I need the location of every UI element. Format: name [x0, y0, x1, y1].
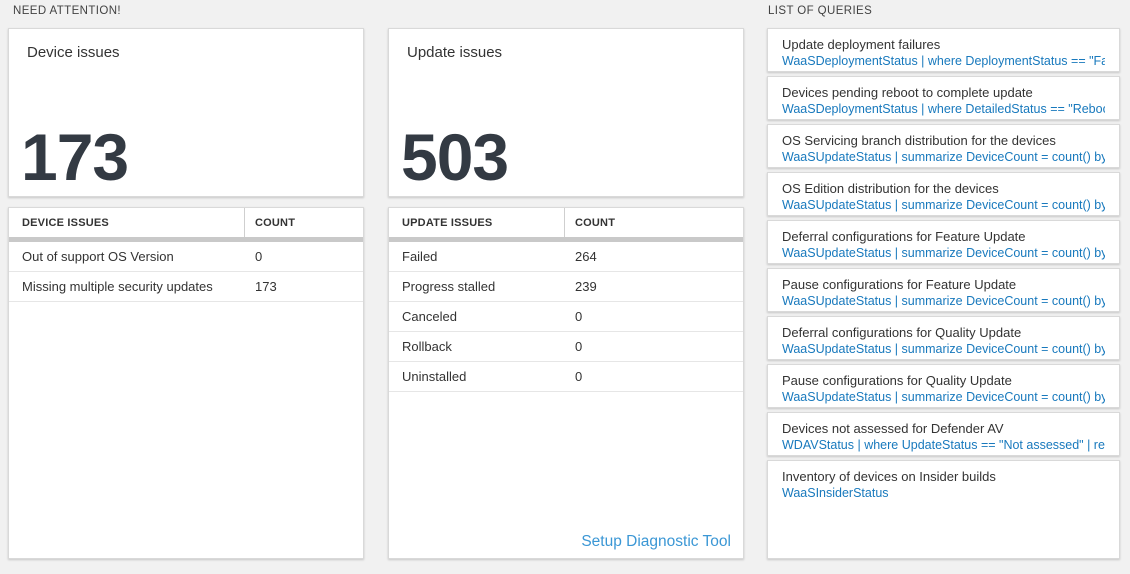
row-count: 173: [255, 279, 277, 294]
row-count: 0: [575, 309, 583, 324]
need-attention-heading: NEED ATTENTION!: [13, 5, 122, 17]
device-issues-title: Device issues: [27, 44, 120, 61]
query-item[interactable]: OS Servicing branch distribution for the…: [767, 124, 1120, 168]
row-label: Rollback: [402, 339, 452, 354]
row-count: 0: [575, 369, 583, 384]
table-row[interactable]: Rollback 0: [389, 332, 743, 362]
row-label: Progress stalled: [402, 279, 496, 294]
row-label: Out of support OS Version: [22, 249, 174, 264]
row-count: 239: [575, 279, 597, 294]
query-item[interactable]: Update deployment failures WaaSDeploymen…: [767, 28, 1120, 72]
query-text: WDAVStatus | where UpdateStatus == "Not …: [782, 438, 1105, 452]
query-title: Deferral configurations for Feature Upda…: [782, 229, 1026, 244]
device-issues-column-header: DEVICE ISSUES: [9, 208, 245, 237]
device-issues-total: 173: [21, 120, 129, 194]
table-row[interactable]: Progress stalled 239: [389, 272, 743, 302]
query-text: WaaSDeploymentStatus | where DetailedSta…: [782, 102, 1105, 116]
row-label: Canceled: [402, 309, 457, 324]
query-title: Deferral configurations for Quality Upda…: [782, 325, 1022, 340]
table-row[interactable]: Failed 264: [389, 242, 743, 272]
table-row[interactable]: Uninstalled 0: [389, 362, 743, 392]
table-scrollbar-track: [9, 237, 363, 242]
device-issues-table-header: DEVICE ISSUES COUNT: [9, 208, 363, 237]
list-of-queries-heading: LIST OF QUERIES: [768, 5, 873, 17]
query-item[interactable]: Deferral configurations for Feature Upda…: [767, 220, 1120, 264]
table-scrollbar-track: [389, 237, 743, 242]
query-text: WaaSUpdateStatus | summarize DeviceCount…: [782, 390, 1105, 404]
update-issues-tile[interactable]: Update issues 503: [388, 28, 744, 197]
update-issues-total: 503: [401, 120, 509, 194]
query-title: Inventory of devices on Insider builds: [782, 469, 996, 484]
row-count: 264: [575, 249, 597, 264]
row-label: Failed: [402, 249, 438, 264]
query-text: WaaSUpdateStatus | summarize DeviceCount…: [782, 294, 1105, 308]
query-text: WaaSUpdateStatus | summarize DeviceCount…: [782, 246, 1105, 260]
row-count: 0: [255, 249, 263, 264]
query-item[interactable]: OS Edition distribution for the devices …: [767, 172, 1120, 216]
query-title: OS Edition distribution for the devices: [782, 181, 999, 196]
query-text: WaaSUpdateStatus | summarize DeviceCount…: [782, 198, 1105, 212]
query-item[interactable]: Deferral configurations for Quality Upda…: [767, 316, 1120, 360]
query-text: WaaSInsiderStatus: [782, 486, 889, 500]
query-title: OS Servicing branch distribution for the…: [782, 133, 1056, 148]
query-title: Devices not assessed for Defender AV: [782, 421, 1004, 436]
query-title: Pause configurations for Feature Update: [782, 277, 1017, 292]
device-issues-tile[interactable]: Device issues 173: [8, 28, 364, 197]
query-item[interactable]: Pause configurations for Quality Update …: [767, 364, 1120, 408]
query-text: WaaSUpdateStatus | summarize DeviceCount…: [782, 150, 1105, 164]
update-issues-title: Update issues: [407, 44, 503, 61]
row-label: Missing multiple security updates: [22, 279, 213, 294]
update-issues-table-header: UPDATE ISSUES COUNT: [389, 208, 743, 237]
update-issues-table: UPDATE ISSUES COUNT Failed 264 Progress …: [388, 207, 744, 559]
setup-diagnostic-tool-link[interactable]: Setup Diagnostic Tool: [581, 533, 731, 550]
query-item[interactable]: Pause configurations for Feature Update …: [767, 268, 1120, 312]
device-issues-table: DEVICE ISSUES COUNT Out of support OS Ve…: [8, 207, 364, 559]
table-row[interactable]: Missing multiple security updates 173: [9, 272, 363, 302]
query-title: Devices pending reboot to complete updat…: [782, 85, 1033, 100]
query-item[interactable]: Devices not assessed for Defender AV WDA…: [767, 412, 1120, 456]
table-row[interactable]: Canceled 0: [389, 302, 743, 332]
query-item[interactable]: Devices pending reboot to complete updat…: [767, 76, 1120, 120]
count-column-header: COUNT: [575, 216, 616, 229]
query-item[interactable]: Inventory of devices on Insider builds W…: [767, 460, 1120, 559]
query-text: WaaSUpdateStatus | summarize DeviceCount…: [782, 342, 1105, 356]
query-text: WaaSDeploymentStatus | where DeploymentS…: [782, 54, 1105, 68]
update-issues-column-header: UPDATE ISSUES: [389, 208, 565, 237]
query-title: Update deployment failures: [782, 37, 941, 52]
row-label: Uninstalled: [402, 369, 467, 384]
table-row[interactable]: Out of support OS Version 0: [9, 242, 363, 272]
count-column-header: COUNT: [255, 216, 296, 229]
query-title: Pause configurations for Quality Update: [782, 373, 1012, 388]
row-count: 0: [575, 339, 583, 354]
